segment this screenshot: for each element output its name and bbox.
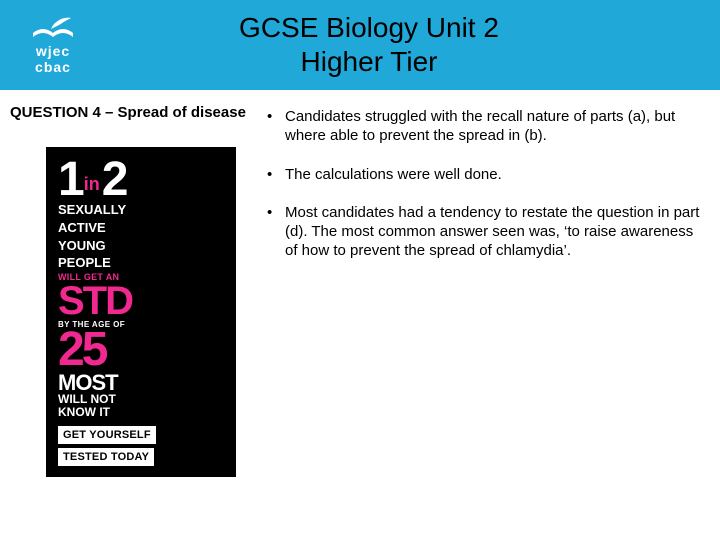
- poster-young: YOUNG: [58, 239, 224, 253]
- logo-text-2: cbac: [35, 59, 71, 75]
- std-poster: 1 in 2 SEXUALLY ACTIVE YOUNG PEOPLE WILL…: [46, 147, 236, 477]
- header-bar: wjec cbac GCSE Biology Unit 2 Higher Tie…: [0, 0, 720, 90]
- poster-badge-2: TESTED TODAY: [58, 448, 154, 466]
- poster-num-2: 2: [102, 161, 126, 199]
- book-icon: [31, 15, 75, 41]
- poster-in: in: [84, 175, 100, 199]
- content-area: QUESTION 4 – Spread of disease 1 in 2 SE…: [0, 90, 720, 495]
- question-heading: QUESTION 4 – Spread of disease: [10, 104, 265, 121]
- poster-num-1: 1: [58, 161, 82, 199]
- poster-most: MOST: [58, 373, 224, 393]
- title-line-1: GCSE Biology Unit 2: [88, 11, 650, 45]
- bullet-item: The calculations were well done.: [265, 166, 702, 185]
- poster-25: 25: [58, 331, 224, 369]
- wjec-logo: wjec cbac: [18, 15, 88, 75]
- poster-willnot: WILL NOT: [58, 393, 224, 406]
- bullet-item: Candidates struggled with the recall nat…: [265, 108, 702, 146]
- poster-badge-1: GET YOURSELF: [58, 426, 156, 444]
- poster-stat-line: 1 in 2: [58, 161, 224, 199]
- bullet-item: Most candidates had a tendency to restat…: [265, 204, 702, 260]
- title-line-2: Higher Tier: [88, 45, 650, 79]
- poster-people: PEOPLE: [58, 256, 224, 270]
- poster-knowit: KNOW IT: [58, 406, 224, 419]
- slide-title: GCSE Biology Unit 2 Higher Tier: [88, 11, 720, 78]
- poster-sexually: SEXUALLY: [58, 203, 224, 217]
- left-column: QUESTION 4 – Spread of disease 1 in 2 SE…: [10, 104, 265, 477]
- poster-active: ACTIVE: [58, 221, 224, 235]
- logo-text-1: wjec: [36, 43, 70, 59]
- bullet-list: Candidates struggled with the recall nat…: [265, 108, 702, 261]
- right-column: Candidates struggled with the recall nat…: [265, 104, 702, 477]
- poster-std: STD: [58, 284, 224, 318]
